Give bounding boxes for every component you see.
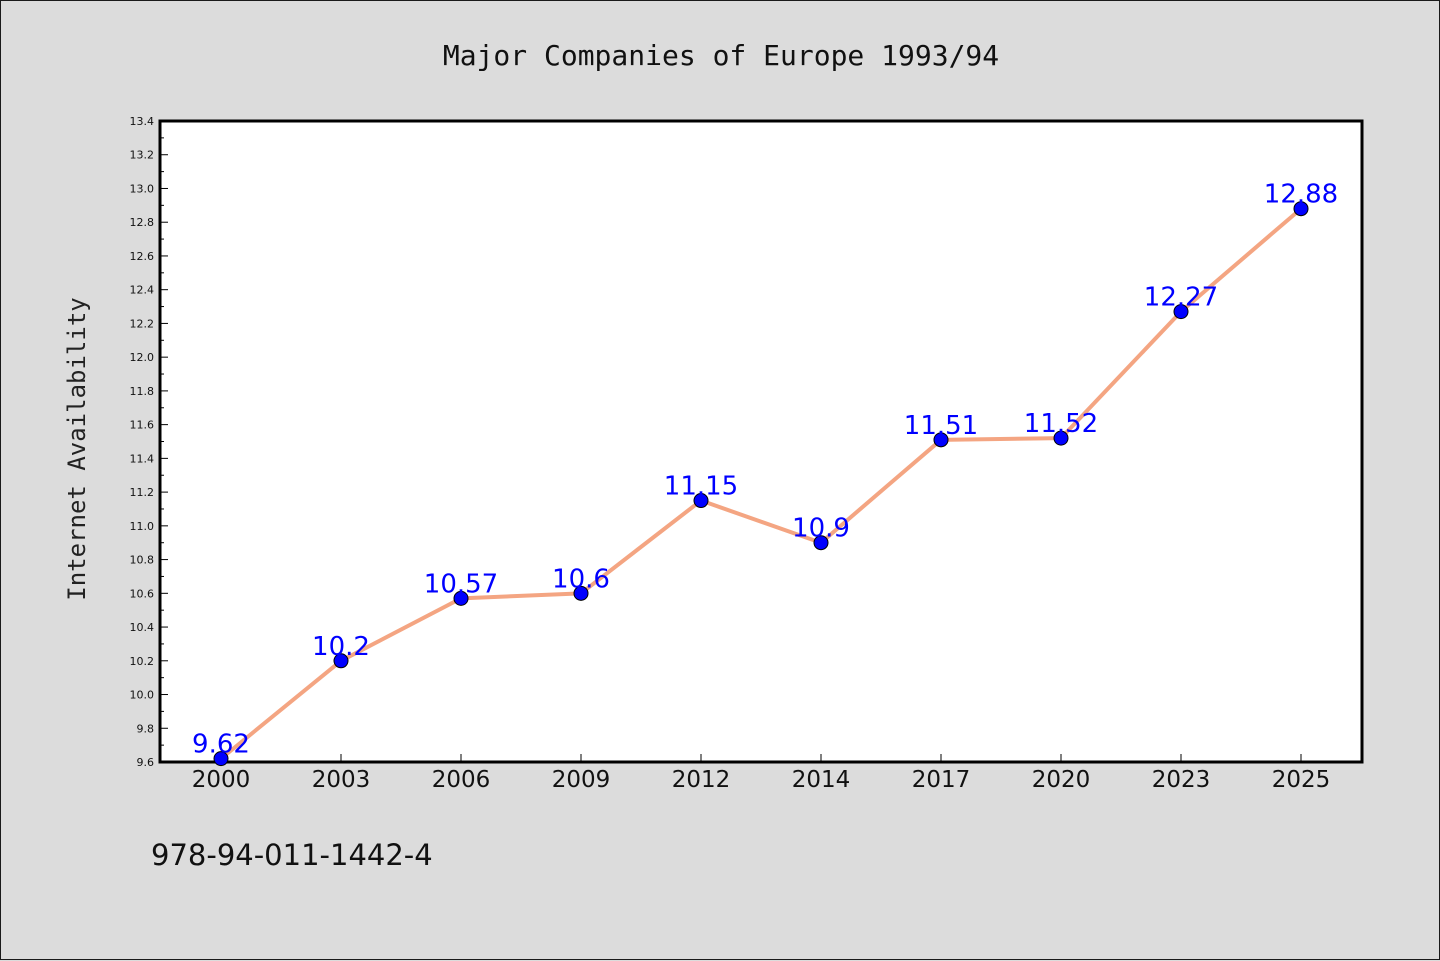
y-tick-label: 13.0 (130, 182, 155, 195)
y-axis-label: Internet Availability (63, 297, 91, 600)
y-tick-label: 11.2 (130, 486, 155, 499)
x-axis: 2000 2003 2006 2009 2012 2014 2017 2020 2023 2025 (192, 754, 1331, 793)
y-tick-label: 12.8 (130, 216, 155, 229)
data-point (693, 493, 709, 509)
y-axis: 9.6 9.8 10.0 10.2 10.4 10.6 10.8 11.0 11.2 11.4 11… (130, 115, 168, 769)
data-label: 10.57 (424, 569, 498, 599)
data-label: 12.88 (1264, 180, 1338, 210)
y-tick-label: 11.4 (130, 452, 155, 465)
x-tick-label: 2023 (1152, 767, 1211, 793)
data-point (333, 653, 349, 669)
y-tick-label: 13.2 (130, 149, 155, 162)
footer-isbn: 978-94-011-1442-4 (151, 838, 433, 872)
data-point (813, 535, 829, 551)
data-labels: 9.62 10.2 10.57 10.6 11.15 10.9 11.51 11.52 12.2… (192, 180, 1338, 760)
data-points (213, 201, 1309, 767)
data-point (933, 432, 949, 448)
x-tick-label: 2003 (312, 767, 371, 793)
plot-area (158, 119, 1364, 764)
y-tick-label: 12.4 (130, 284, 155, 297)
y-tick-label: 10.0 (130, 689, 155, 702)
y-tick-label: 11.8 (130, 385, 155, 398)
series-line-group (219, 207, 1303, 761)
series-line (219, 207, 1303, 761)
data-label: 11.15 (664, 472, 738, 502)
data-label: 10.9 (792, 514, 850, 544)
y-tick-label: 10.8 (130, 554, 155, 567)
x-tick-label: 2014 (792, 767, 851, 793)
y-tick-label: 10.4 (130, 621, 155, 634)
x-tick-label: 2025 (1272, 767, 1331, 793)
x-tick-label: 2000 (192, 767, 251, 793)
data-label: 10.2 (312, 632, 370, 662)
data-point (573, 585, 589, 601)
y-tick-label: 13.4 (130, 115, 155, 128)
data-point (213, 751, 229, 767)
y-tick-label: 10.6 (130, 587, 155, 600)
data-label: 9.62 (192, 730, 250, 760)
data-point (1293, 201, 1309, 217)
x-tick-label: 2009 (552, 767, 611, 793)
chart-title: Major Companies of Europe 1993/94 (443, 39, 999, 72)
y-tick-label: 10.2 (130, 655, 155, 668)
y-tick-label: 9.8 (137, 722, 155, 735)
y-tick-label: 12.6 (130, 250, 155, 263)
y-tick-label: 12.2 (130, 317, 155, 330)
y-tick-label: 11.0 (130, 520, 155, 533)
data-point (1053, 430, 1069, 446)
data-label: 12.27 (1144, 283, 1218, 313)
x-tick-label: 2012 (672, 767, 731, 793)
data-label: 11.52 (1024, 409, 1098, 439)
data-label: 10.6 (552, 564, 610, 594)
y-tick-label: 9.6 (137, 756, 155, 769)
data-label: 11.51 (904, 411, 978, 441)
data-point (1173, 304, 1189, 320)
x-tick-label: 2006 (432, 767, 491, 793)
y-tick-label: 11.6 (130, 419, 155, 432)
y-tick-label: 12.0 (130, 351, 155, 364)
x-tick-label: 2017 (912, 767, 971, 793)
data-point (453, 590, 469, 606)
x-tick-label: 2020 (1032, 767, 1091, 793)
